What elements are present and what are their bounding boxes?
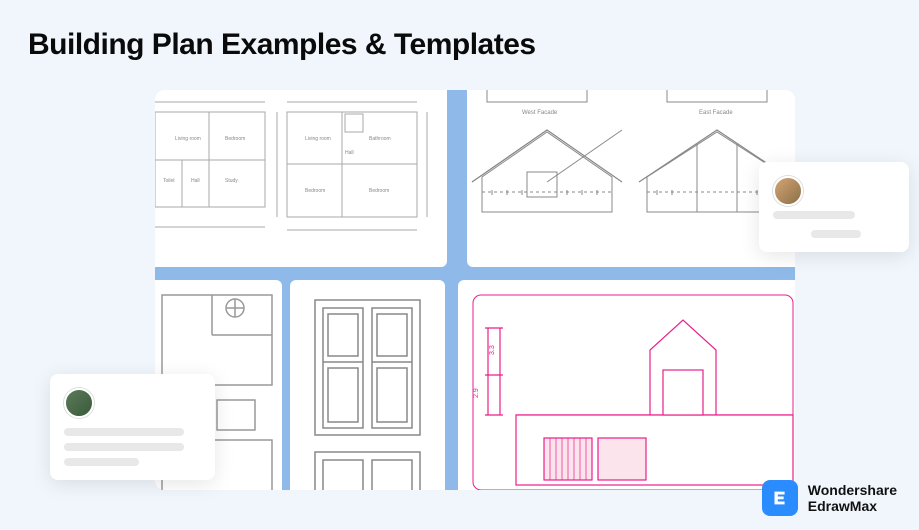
page-title: Building Plan Examples & Templates [0,0,919,62]
room-label: Bedroom [225,136,245,142]
pink-elevation-diagram: 2.9 3.3 [458,280,795,490]
room-label: Study [225,178,238,184]
comment-line [773,211,855,219]
template-gallery: Living room Bedroom Toilet Hall Study Li… [155,90,795,490]
comment-line [64,428,184,436]
room-label: Toilet [163,178,175,184]
facade-label: East Facade [699,110,733,116]
avatar [64,388,94,418]
comment-card-2 [50,374,215,480]
template-card-elevation[interactable]: West Facade East Facade [467,90,795,267]
comment-line [811,230,861,238]
room-label: Bedroom [369,188,389,194]
brand-line2: EdrawMax [808,498,897,514]
template-card-pink-elevation[interactable]: 2.9 3.3 [458,280,795,490]
brand-text: Wondershare EdrawMax [808,482,897,514]
doors-diagram [290,280,445,490]
room-label: Living room [305,136,331,142]
dim-label: 3.3 [489,345,496,355]
room-label: Bathroom [369,136,391,142]
floorplan-1-diagram: Living room Bedroom Toilet Hall Study Li… [155,90,447,267]
edrawmax-icon [762,480,798,516]
room-label: Living room [175,136,201,142]
elevation-diagram: West Facade East Facade [467,90,795,267]
facade-label: West Facade [522,110,558,116]
dim-label: 2.9 [473,388,480,398]
template-card-doors[interactable] [290,280,445,490]
brand-line1: Wondershare [808,482,897,498]
comment-line [64,458,139,466]
room-label: Bedroom [305,188,325,194]
room-label: Hall [191,178,200,184]
room-label: Hall [345,150,354,156]
template-card-floorplan-1[interactable]: Living room Bedroom Toilet Hall Study Li… [155,90,447,267]
comment-card-1 [759,162,909,252]
brand-logo: Wondershare EdrawMax [762,480,897,516]
avatar [773,176,803,206]
comment-line [64,443,184,451]
